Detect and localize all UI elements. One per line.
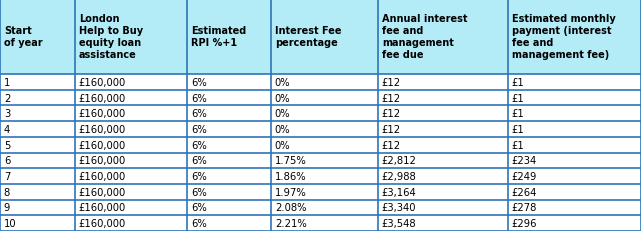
Bar — [0, 215, 641, 231]
Bar — [0, 168, 641, 184]
Text: £160,000: £160,000 — [79, 109, 126, 119]
Bar — [0, 137, 641, 153]
Text: £160,000: £160,000 — [79, 125, 126, 134]
Text: 2.08%: 2.08% — [275, 203, 306, 213]
Text: £160,000: £160,000 — [79, 171, 126, 181]
Bar — [0, 106, 641, 122]
Text: Estimated
RPI %+1: Estimated RPI %+1 — [191, 26, 246, 48]
Text: £296: £296 — [512, 218, 537, 228]
Text: 2.21%: 2.21% — [275, 218, 306, 228]
Bar — [0, 184, 641, 200]
Text: £3,548: £3,548 — [382, 218, 417, 228]
Text: £1: £1 — [512, 109, 524, 119]
Text: 6%: 6% — [191, 78, 206, 88]
Text: 0%: 0% — [275, 78, 290, 88]
Text: 0%: 0% — [275, 140, 290, 150]
Text: £3,164: £3,164 — [382, 187, 417, 197]
Text: 6%: 6% — [191, 140, 206, 150]
Text: £278: £278 — [512, 203, 537, 213]
Bar — [0, 0, 641, 75]
Text: 0%: 0% — [275, 93, 290, 103]
Text: Estimated monthly
payment (interest
fee and
management fee): Estimated monthly payment (interest fee … — [512, 14, 615, 60]
Text: Annual interest
fee and
management
fee due: Annual interest fee and management fee d… — [382, 14, 467, 60]
Text: 6%: 6% — [191, 109, 206, 119]
Text: £160,000: £160,000 — [79, 93, 126, 103]
Text: £160,000: £160,000 — [79, 218, 126, 228]
Text: £12: £12 — [382, 93, 401, 103]
Text: London
Help to Buy
equity loan
assistance: London Help to Buy equity loan assistanc… — [79, 14, 143, 60]
Bar — [0, 90, 641, 106]
Text: 1.75%: 1.75% — [275, 156, 306, 166]
Text: £12: £12 — [382, 125, 401, 134]
Text: Interest Fee
percentage: Interest Fee percentage — [275, 26, 342, 48]
Bar — [0, 75, 641, 90]
Text: 1: 1 — [4, 78, 10, 88]
Text: £1: £1 — [512, 140, 524, 150]
Text: 0%: 0% — [275, 109, 290, 119]
Text: £1: £1 — [512, 125, 524, 134]
Text: £234: £234 — [512, 156, 537, 166]
Text: 3: 3 — [4, 109, 10, 119]
Text: £249: £249 — [512, 171, 537, 181]
Text: 6%: 6% — [191, 93, 206, 103]
Text: 10: 10 — [4, 218, 17, 228]
Text: 4: 4 — [4, 125, 10, 134]
Text: 5: 5 — [4, 140, 10, 150]
Text: £1: £1 — [512, 93, 524, 103]
Text: 6%: 6% — [191, 187, 206, 197]
Text: 0%: 0% — [275, 125, 290, 134]
Text: £2,988: £2,988 — [382, 171, 417, 181]
Text: 6: 6 — [4, 156, 10, 166]
Text: 6%: 6% — [191, 218, 206, 228]
Text: £12: £12 — [382, 78, 401, 88]
Text: £160,000: £160,000 — [79, 156, 126, 166]
Bar — [0, 122, 641, 137]
Bar — [0, 153, 641, 168]
Text: 6%: 6% — [191, 156, 206, 166]
Text: £2,812: £2,812 — [382, 156, 417, 166]
Text: 6%: 6% — [191, 203, 206, 213]
Text: 7: 7 — [4, 171, 10, 181]
Text: £12: £12 — [382, 140, 401, 150]
Text: £12: £12 — [382, 109, 401, 119]
Text: 1.97%: 1.97% — [275, 187, 306, 197]
Text: £160,000: £160,000 — [79, 187, 126, 197]
Text: Start
of year: Start of year — [4, 26, 42, 48]
Text: 1.86%: 1.86% — [275, 171, 306, 181]
Text: £1: £1 — [512, 78, 524, 88]
Text: £160,000: £160,000 — [79, 203, 126, 213]
Text: 8: 8 — [4, 187, 10, 197]
Text: £160,000: £160,000 — [79, 78, 126, 88]
Text: £160,000: £160,000 — [79, 140, 126, 150]
Text: £264: £264 — [512, 187, 537, 197]
Text: £3,340: £3,340 — [382, 203, 417, 213]
Text: 9: 9 — [4, 203, 10, 213]
Bar — [0, 200, 641, 215]
Text: 6%: 6% — [191, 125, 206, 134]
Text: 6%: 6% — [191, 171, 206, 181]
Text: 2: 2 — [4, 93, 10, 103]
